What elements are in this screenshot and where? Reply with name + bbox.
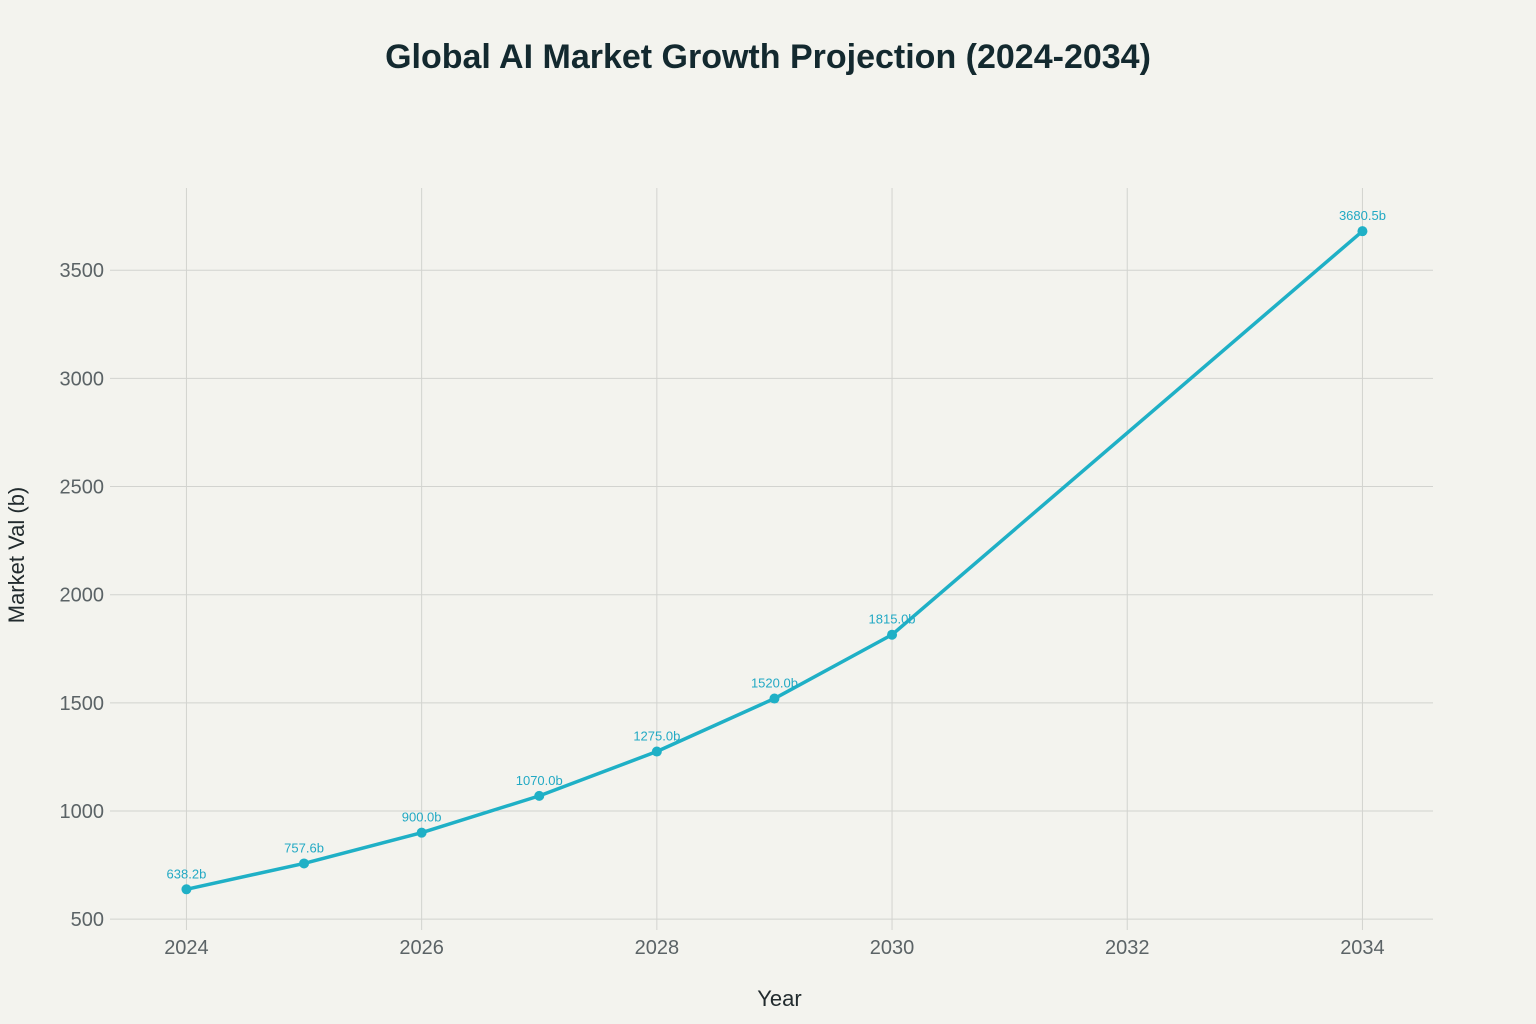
data-point: [887, 629, 898, 640]
x-axis-title: Year: [757, 986, 801, 1011]
data-label: 1275.0b: [633, 729, 680, 744]
data-labels: 638.2b 757.6b 900.0b 1070.0b 1275.0b 1520.0b 1…: [167, 208, 1386, 881]
y-tick-label: 1000: [60, 801, 105, 823]
x-tick-label: 2026: [399, 937, 444, 959]
data-point: [416, 827, 427, 838]
data-point: [299, 858, 310, 869]
data-label: 638.2b: [167, 866, 207, 881]
data-point: [181, 884, 192, 895]
data-label: 757.6b: [284, 840, 324, 855]
y-tick-label: 3000: [60, 368, 105, 390]
data-label: 1815.0b: [869, 612, 916, 627]
x-tick-label: 2030: [870, 937, 915, 959]
data-point: [1357, 226, 1368, 237]
data-label: 1520.0b: [751, 676, 798, 691]
chart-title: Global AI Market Growth Projection (2024…: [385, 38, 1151, 76]
data-label: 3680.5b: [1339, 208, 1386, 223]
series-line: [184, 229, 1365, 892]
x-tick-label: 2034: [1340, 937, 1385, 959]
data-point: [534, 790, 545, 801]
data-point: [769, 693, 780, 704]
grid: [110, 188, 1433, 930]
y-tick-label: 3500: [60, 260, 105, 282]
y-tick-label: 2000: [60, 585, 105, 607]
data-point: [651, 746, 662, 757]
y-tick-label: 1500: [60, 693, 105, 715]
data-label: 900.0b: [402, 810, 442, 825]
data-label: 1070.0b: [516, 773, 563, 788]
x-tick-label: 2028: [635, 937, 680, 959]
tick-labels: 2024 2026 2028 2030 2032 2034 500 1000 1500 2000 2…: [60, 260, 1385, 959]
series: [181, 226, 1368, 895]
y-tick-label: 500: [71, 909, 104, 931]
x-tick-label: 2024: [164, 937, 209, 959]
y-tick-label: 2500: [60, 477, 105, 499]
x-tick-label: 2032: [1105, 937, 1150, 959]
y-axis-title: Market Val (b): [4, 487, 29, 624]
